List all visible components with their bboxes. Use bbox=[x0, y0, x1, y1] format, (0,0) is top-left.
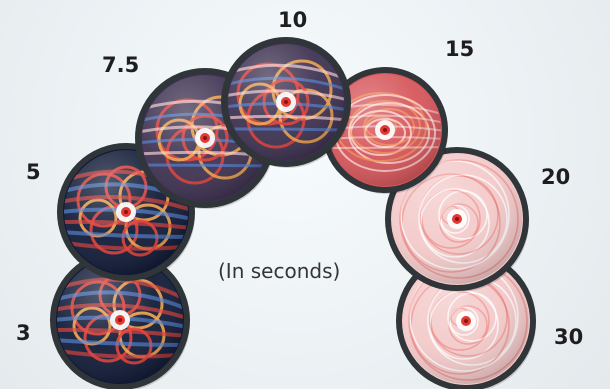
disc-3 bbox=[50, 250, 190, 389]
disc-15 bbox=[322, 67, 448, 194]
time-label-15: 15 bbox=[445, 37, 475, 61]
disc-20 bbox=[385, 147, 529, 292]
unit-caption: (In seconds) bbox=[218, 259, 341, 283]
disc-10 bbox=[221, 37, 351, 168]
time-label-30: 30 bbox=[554, 325, 584, 349]
disc-30 bbox=[396, 251, 536, 389]
time-label-3: 3 bbox=[16, 321, 31, 345]
time-label-20: 20 bbox=[541, 165, 571, 189]
time-label-5: 5 bbox=[26, 160, 41, 184]
time-label-10: 10 bbox=[278, 8, 308, 32]
time-label-7-5: 7.5 bbox=[102, 53, 140, 77]
